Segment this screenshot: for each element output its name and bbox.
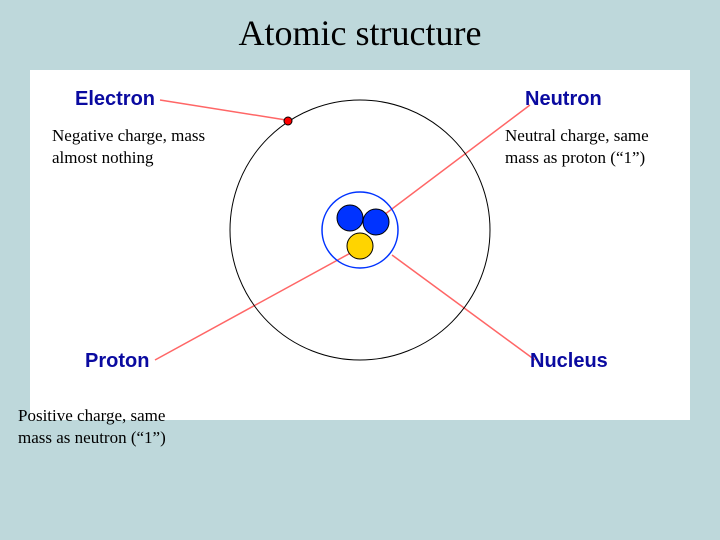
diagram-panel: Electron Neutron Proton Nucleus Negative… [30,70,690,420]
neutron-particle-2 [363,209,389,235]
leader-line-electron [160,100,286,120]
label-nucleus: Nucleus [530,350,608,373]
label-neutron: Neutron [525,88,602,111]
leader-line-nucleus [392,255,535,360]
proton-particle [347,233,373,259]
label-electron: Electron [75,88,155,111]
label-proton: Proton [85,350,149,373]
desc-proton: Positive charge, same mass as neutron (“… [18,405,193,449]
leader-line-proton [155,250,356,360]
neutron-particle-1 [337,205,363,231]
slide-title: Atomic structure [0,12,720,54]
electron-orbit [230,100,490,360]
desc-neutron: Neutral charge, same mass as proton (“1”… [505,125,680,169]
slide: Atomic structure Electron Neutron Proton… [0,0,720,540]
desc-electron: Negative charge, mass almost nothing [52,125,222,169]
electron-particle [284,117,292,125]
